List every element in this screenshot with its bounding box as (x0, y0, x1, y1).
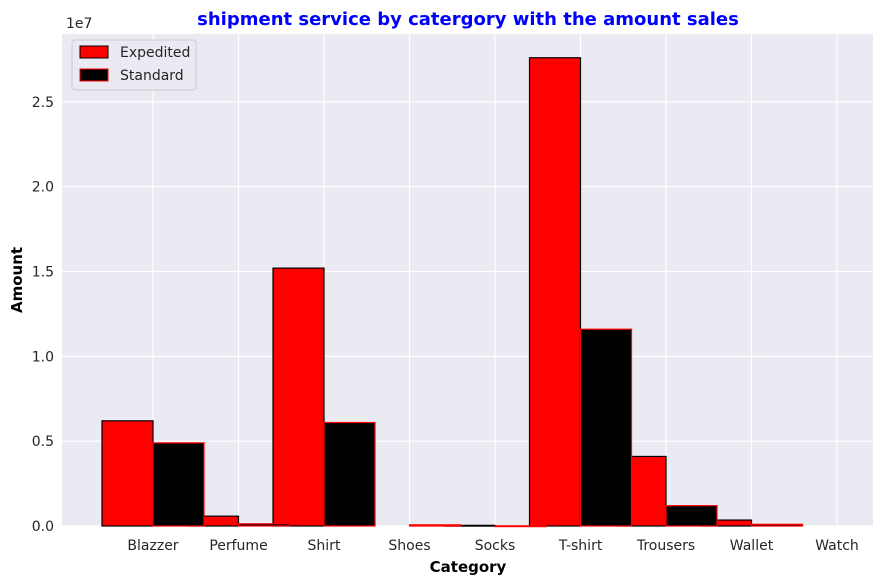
y-tick-label: 0.5 (32, 434, 54, 450)
grid-lines (62, 34, 873, 527)
y-tick-label: 2.0 (32, 180, 54, 196)
bar-standard-shirt (323, 421, 376, 527)
x-axis-label: Category (430, 558, 507, 576)
bar-standard-t-shirt (579, 328, 633, 527)
bar-standard-shoes (408, 524, 462, 527)
legend-swatch-standard (79, 68, 109, 82)
y-tick-label: 0.0 (32, 519, 54, 535)
y-tick-label: 1.5 (32, 265, 54, 281)
y-offset-text: 1e7 (66, 16, 92, 32)
legend: Expedited Standard (71, 39, 197, 91)
y-tick-labels: 0.0 0.5 1.0 1.5 2.0 2.5 (32, 95, 54, 535)
x-tick-labels: Blazzer Perfume Shirt Shoes Socks T-shirt Trou… (127, 538, 858, 554)
bar-expedited-t-shirt (528, 57, 582, 527)
legend-swatch-expedited (79, 45, 109, 59)
bar-standard-socks (494, 525, 547, 528)
x-tick-label: T-shirt (558, 538, 603, 554)
x-tick-label: Wallet (730, 538, 774, 554)
x-tick-label: Perfume (209, 538, 267, 554)
x-tick-label: Shirt (308, 538, 341, 554)
legend-label-expedited: Expedited (120, 45, 190, 61)
chart-title: shipment service by catergory with the a… (197, 9, 739, 30)
bar-expedited-blazzer (101, 420, 154, 527)
bars (101, 57, 804, 528)
y-axis-label: Amount (8, 247, 26, 313)
bar-standard-blazzer (152, 442, 205, 527)
x-tick-label: Blazzer (127, 538, 178, 554)
y-tick-label: 1.0 (32, 349, 54, 365)
x-tick-label: Socks (475, 538, 516, 554)
bar-standard-wallet (750, 523, 804, 527)
bar-standard-trousers (665, 505, 718, 527)
legend-label-standard: Standard (120, 68, 184, 84)
bar-expedited-shirt (272, 267, 325, 527)
x-tick-label: Trousers (636, 538, 695, 554)
bar-standard-perfume (237, 523, 291, 527)
y-tick-label: 2.5 (32, 95, 54, 111)
x-tick-label: Shoes (388, 538, 430, 554)
x-tick-label: Watch (815, 538, 859, 554)
